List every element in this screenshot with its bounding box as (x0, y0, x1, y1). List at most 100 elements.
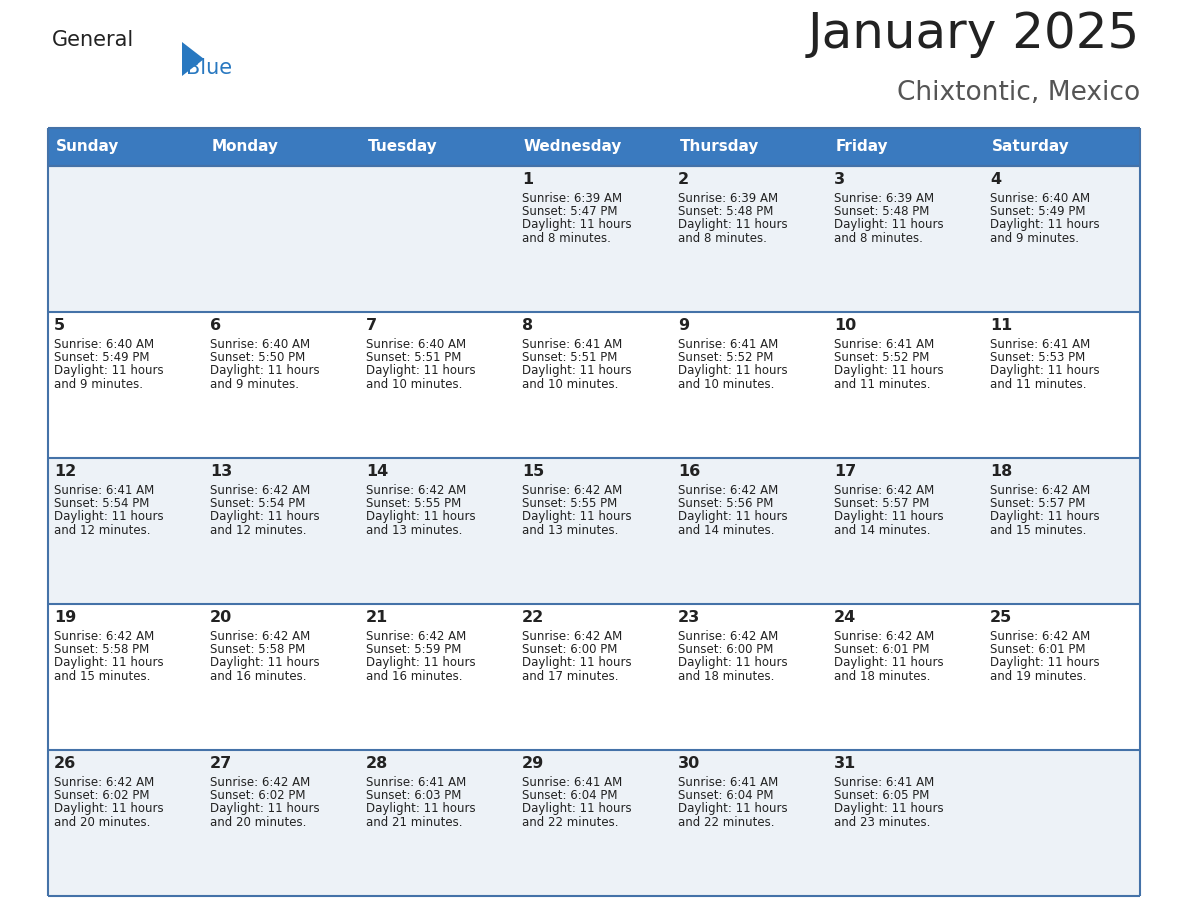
Text: Daylight: 11 hours: Daylight: 11 hours (523, 656, 632, 669)
Text: Sunrise: 6:42 AM: Sunrise: 6:42 AM (678, 630, 778, 643)
Text: Sunset: 6:02 PM: Sunset: 6:02 PM (55, 789, 150, 802)
Text: Daylight: 11 hours: Daylight: 11 hours (210, 510, 320, 523)
Text: Tuesday: Tuesday (368, 140, 437, 154)
Text: Daylight: 11 hours: Daylight: 11 hours (834, 364, 943, 377)
Text: 12: 12 (55, 464, 76, 479)
Text: 15: 15 (523, 464, 544, 479)
Text: Daylight: 11 hours: Daylight: 11 hours (366, 364, 476, 377)
Text: Sunset: 5:54 PM: Sunset: 5:54 PM (210, 498, 305, 510)
Text: 1: 1 (523, 172, 533, 187)
Text: and 11 minutes.: and 11 minutes. (991, 377, 1087, 390)
Text: Sunset: 5:56 PM: Sunset: 5:56 PM (678, 498, 773, 510)
Text: Wednesday: Wednesday (524, 140, 623, 154)
Text: Sunset: 5:57 PM: Sunset: 5:57 PM (834, 498, 930, 510)
Text: Daylight: 11 hours: Daylight: 11 hours (991, 364, 1100, 377)
Text: and 22 minutes.: and 22 minutes. (678, 815, 775, 829)
Text: Sunrise: 6:41 AM: Sunrise: 6:41 AM (366, 776, 467, 789)
Text: 2: 2 (678, 172, 689, 187)
Bar (48, 750, 1140, 896)
Bar (204, 128, 360, 166)
Text: Sunset: 5:57 PM: Sunset: 5:57 PM (991, 498, 1086, 510)
Polygon shape (182, 42, 204, 76)
Text: Daylight: 11 hours: Daylight: 11 hours (55, 802, 164, 815)
Text: and 15 minutes.: and 15 minutes. (55, 669, 151, 683)
Text: 22: 22 (523, 610, 544, 625)
Text: Sunrise: 6:42 AM: Sunrise: 6:42 AM (210, 484, 310, 497)
Text: Daylight: 11 hours: Daylight: 11 hours (678, 802, 788, 815)
Text: Daylight: 11 hours: Daylight: 11 hours (834, 802, 943, 815)
Text: and 23 minutes.: and 23 minutes. (834, 815, 930, 829)
Text: 21: 21 (366, 610, 388, 625)
Text: Sunset: 6:04 PM: Sunset: 6:04 PM (678, 789, 773, 802)
Text: Daylight: 11 hours: Daylight: 11 hours (523, 218, 632, 231)
Text: Sunset: 5:48 PM: Sunset: 5:48 PM (678, 205, 773, 218)
Text: Sunrise: 6:42 AM: Sunrise: 6:42 AM (678, 484, 778, 497)
Text: and 15 minutes.: and 15 minutes. (991, 523, 1087, 536)
Text: 30: 30 (678, 756, 701, 771)
Text: Sunrise: 6:42 AM: Sunrise: 6:42 AM (55, 630, 154, 643)
Text: Daylight: 11 hours: Daylight: 11 hours (210, 656, 320, 669)
Bar (48, 128, 204, 166)
Text: Sunrise: 6:39 AM: Sunrise: 6:39 AM (523, 192, 623, 205)
Text: and 12 minutes.: and 12 minutes. (55, 523, 151, 536)
Bar (828, 128, 984, 166)
Text: and 9 minutes.: and 9 minutes. (991, 231, 1079, 244)
Text: Sunset: 5:49 PM: Sunset: 5:49 PM (55, 352, 150, 364)
Text: Sunset: 5:47 PM: Sunset: 5:47 PM (523, 205, 618, 218)
Text: and 17 minutes.: and 17 minutes. (523, 669, 619, 683)
Text: 9: 9 (678, 318, 689, 333)
Text: January 2025: January 2025 (808, 10, 1140, 58)
Text: Sunset: 6:03 PM: Sunset: 6:03 PM (366, 789, 462, 802)
Text: Sunset: 6:00 PM: Sunset: 6:00 PM (678, 644, 773, 656)
Text: Monday: Monday (211, 140, 279, 154)
Text: and 16 minutes.: and 16 minutes. (366, 669, 463, 683)
Text: Sunrise: 6:42 AM: Sunrise: 6:42 AM (523, 630, 623, 643)
Text: 6: 6 (210, 318, 221, 333)
Text: Sunset: 5:55 PM: Sunset: 5:55 PM (523, 498, 618, 510)
Text: and 10 minutes.: and 10 minutes. (523, 377, 619, 390)
Text: Sunrise: 6:41 AM: Sunrise: 6:41 AM (55, 484, 154, 497)
Text: 20: 20 (210, 610, 233, 625)
Text: 4: 4 (991, 172, 1001, 187)
Text: and 13 minutes.: and 13 minutes. (366, 523, 462, 536)
Text: and 18 minutes.: and 18 minutes. (834, 669, 930, 683)
Text: Sunset: 5:58 PM: Sunset: 5:58 PM (210, 644, 305, 656)
Text: and 8 minutes.: and 8 minutes. (523, 231, 611, 244)
Text: Sunrise: 6:41 AM: Sunrise: 6:41 AM (678, 338, 778, 351)
Text: and 10 minutes.: and 10 minutes. (678, 377, 775, 390)
Text: Sunset: 5:55 PM: Sunset: 5:55 PM (366, 498, 461, 510)
Text: Sunrise: 6:41 AM: Sunrise: 6:41 AM (678, 776, 778, 789)
Text: Daylight: 11 hours: Daylight: 11 hours (678, 218, 788, 231)
Text: Sunrise: 6:42 AM: Sunrise: 6:42 AM (366, 630, 467, 643)
Text: Sunrise: 6:40 AM: Sunrise: 6:40 AM (55, 338, 154, 351)
Text: Daylight: 11 hours: Daylight: 11 hours (991, 218, 1100, 231)
Text: 27: 27 (210, 756, 233, 771)
Text: Sunrise: 6:42 AM: Sunrise: 6:42 AM (366, 484, 467, 497)
Text: Sunrise: 6:41 AM: Sunrise: 6:41 AM (834, 776, 935, 789)
Bar (48, 166, 1140, 312)
Text: 7: 7 (366, 318, 378, 333)
Text: Sunset: 6:04 PM: Sunset: 6:04 PM (523, 789, 618, 802)
Text: and 12 minutes.: and 12 minutes. (210, 523, 307, 536)
Text: 14: 14 (366, 464, 388, 479)
Text: Daylight: 11 hours: Daylight: 11 hours (991, 656, 1100, 669)
Text: Sunset: 5:53 PM: Sunset: 5:53 PM (991, 352, 1086, 364)
Text: 3: 3 (834, 172, 846, 187)
Text: 13: 13 (210, 464, 233, 479)
Text: and 14 minutes.: and 14 minutes. (678, 523, 775, 536)
Text: Daylight: 11 hours: Daylight: 11 hours (523, 802, 632, 815)
Text: Sunrise: 6:40 AM: Sunrise: 6:40 AM (991, 192, 1091, 205)
Bar (48, 458, 1140, 604)
Text: 26: 26 (55, 756, 76, 771)
Text: Daylight: 11 hours: Daylight: 11 hours (210, 802, 320, 815)
Text: Sunrise: 6:42 AM: Sunrise: 6:42 AM (834, 484, 935, 497)
Text: Sunset: 6:01 PM: Sunset: 6:01 PM (834, 644, 930, 656)
Text: and 13 minutes.: and 13 minutes. (523, 523, 619, 536)
Text: Sunset: 6:02 PM: Sunset: 6:02 PM (210, 789, 305, 802)
Text: Daylight: 11 hours: Daylight: 11 hours (678, 656, 788, 669)
Text: Daylight: 11 hours: Daylight: 11 hours (834, 656, 943, 669)
Bar (984, 128, 1140, 166)
Text: Daylight: 11 hours: Daylight: 11 hours (678, 510, 788, 523)
Text: and 16 minutes.: and 16 minutes. (210, 669, 307, 683)
Text: Sunrise: 6:41 AM: Sunrise: 6:41 AM (523, 776, 623, 789)
